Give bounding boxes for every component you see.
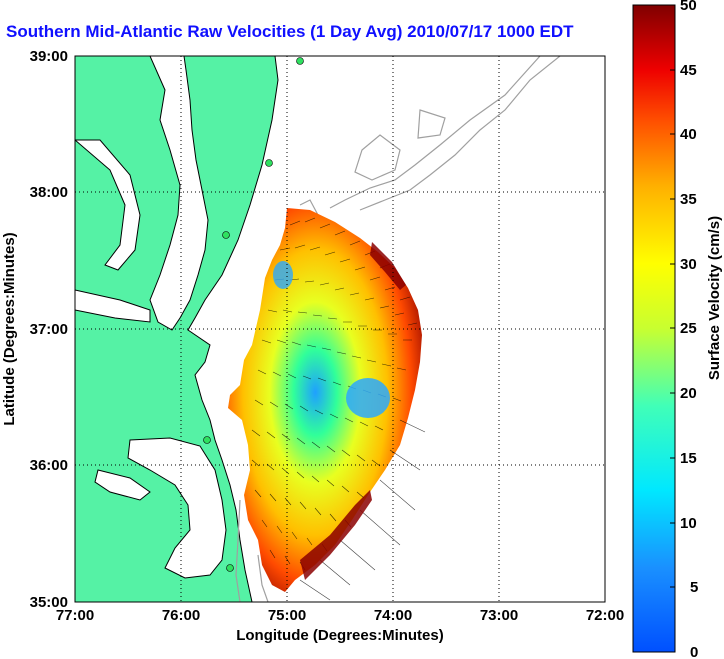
- y-axis-label: Latitude (Degrees:Minutes): [1, 232, 18, 425]
- x-tick-label: 77:00: [56, 607, 94, 624]
- y-tick-label: 37:00: [30, 321, 68, 338]
- colorbar-tick: 0: [690, 644, 698, 659]
- colorbar-tick: 20: [680, 385, 697, 402]
- colorbar-tick: 45: [680, 62, 697, 79]
- colorbar-tick: 10: [680, 515, 697, 532]
- colorbar-tick: 5: [690, 579, 698, 596]
- x-tick-label: 73:00: [480, 607, 518, 624]
- y-tick-label: 38:00: [30, 184, 68, 201]
- x-tick-label: 72:00: [586, 607, 624, 624]
- colorbar-top-mask: [604, 14, 632, 44]
- x-tick-label: 75:00: [268, 607, 306, 624]
- map-area: [75, 56, 605, 602]
- velocity-arrows: [251, 217, 426, 601]
- graticule: [75, 56, 605, 602]
- colorbar-tick: 15: [680, 450, 697, 467]
- station-markers: [203, 57, 304, 572]
- x-axis: 77:00 76:00 75:00 74:00 73:00 72:00 Long…: [56, 607, 624, 644]
- colorbar: 50 45 40 35 30 25 20 15 10 5 0 Surface V…: [632, 0, 723, 659]
- sound-water: [127, 437, 227, 579]
- x-tick-label: 76:00: [162, 607, 200, 624]
- bay-water: [149, 56, 209, 331]
- colorbar-tick: 50: [680, 0, 697, 14]
- y-tick-label: 35:00: [30, 594, 68, 611]
- colorbar-tick: 40: [680, 126, 697, 143]
- colorbar-label: Surface Velocity (cm/s): [706, 216, 723, 380]
- colorbar-scale: [632, 4, 676, 653]
- velocity-field: [228, 208, 422, 592]
- x-axis-label: Longitude (Degrees:Minutes): [236, 627, 444, 644]
- colorbar-tick: 25: [680, 320, 697, 337]
- y-tick-label: 39:00: [30, 48, 68, 65]
- y-axis: 39:00 38:00 37:00 36:00 35:00 Latitude (…: [1, 48, 68, 611]
- map-title: Southern Mid-Atlantic Raw Velocities (1 …: [6, 22, 574, 41]
- colorbar-tick: 35: [680, 191, 697, 208]
- colorbar-tick: 30: [680, 256, 697, 273]
- x-tick-label: 74:00: [374, 607, 412, 624]
- y-tick-label: 36:00: [30, 457, 68, 474]
